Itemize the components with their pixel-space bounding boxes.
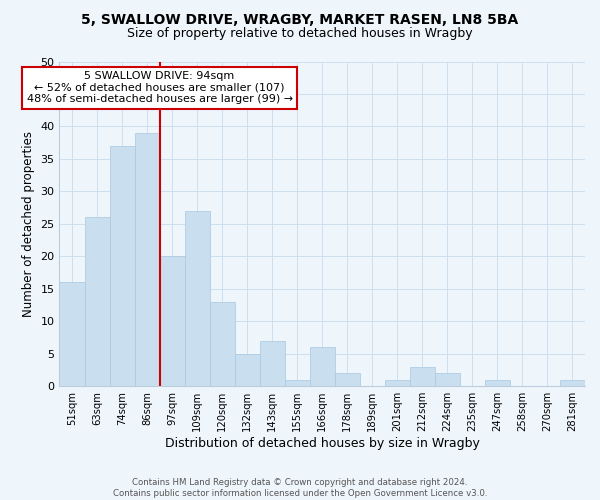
Y-axis label: Number of detached properties: Number of detached properties — [22, 131, 35, 317]
Bar — [160, 256, 185, 386]
Bar — [59, 282, 85, 386]
Bar — [134, 133, 160, 386]
Bar — [485, 380, 510, 386]
Bar — [185, 211, 209, 386]
Bar — [209, 302, 235, 386]
Text: Contains HM Land Registry data © Crown copyright and database right 2024.
Contai: Contains HM Land Registry data © Crown c… — [113, 478, 487, 498]
Text: Size of property relative to detached houses in Wragby: Size of property relative to detached ho… — [127, 28, 473, 40]
Text: 5, SWALLOW DRIVE, WRAGBY, MARKET RASEN, LN8 5BA: 5, SWALLOW DRIVE, WRAGBY, MARKET RASEN, … — [82, 12, 518, 26]
Bar — [410, 366, 435, 386]
Bar — [385, 380, 410, 386]
Bar — [435, 373, 460, 386]
Bar — [235, 354, 260, 386]
Bar — [310, 347, 335, 386]
Bar — [85, 218, 110, 386]
Bar — [560, 380, 585, 386]
Bar — [335, 373, 360, 386]
Bar — [260, 340, 285, 386]
X-axis label: Distribution of detached houses by size in Wragby: Distribution of detached houses by size … — [165, 437, 479, 450]
Bar — [110, 146, 134, 386]
Text: 5 SWALLOW DRIVE: 94sqm
← 52% of detached houses are smaller (107)
48% of semi-de: 5 SWALLOW DRIVE: 94sqm ← 52% of detached… — [26, 71, 293, 104]
Bar — [285, 380, 310, 386]
